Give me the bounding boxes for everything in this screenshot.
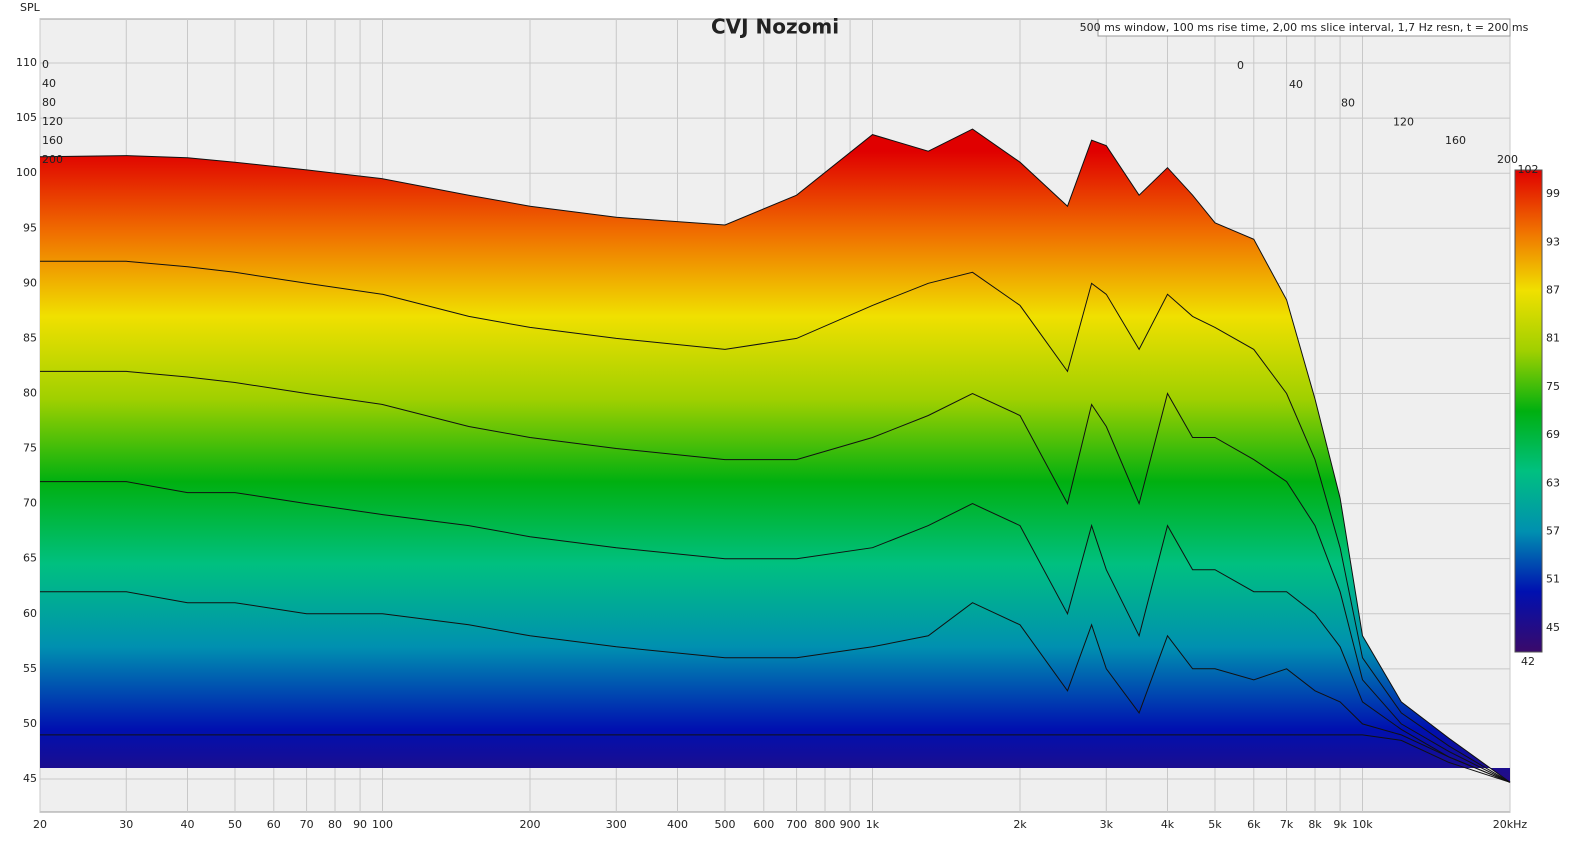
surface [39, 128, 1511, 783]
x-tick-label: 3k [1100, 818, 1114, 831]
x-tick-label: 200 [520, 818, 541, 831]
y-tick-label: 110 [16, 56, 37, 69]
t-tick-label: 160 [1445, 134, 1466, 147]
x-tick-label: 5k [1208, 818, 1222, 831]
colorbar-tick-label: 51 [1546, 573, 1560, 586]
y-tick-label: 75 [23, 442, 37, 455]
x-tick-label: 80 [328, 818, 342, 831]
y-tick-label: 95 [23, 221, 37, 234]
colorbar-tick-label: 81 [1546, 332, 1560, 345]
colorbar-tick-label: 93 [1546, 235, 1560, 248]
y-tick-label: 105 [16, 111, 37, 124]
x-tick-label: 4k [1161, 818, 1175, 831]
x-tick-label: 30 [119, 818, 133, 831]
x-tick-label: 800 [815, 818, 836, 831]
y-tick-label: 70 [23, 497, 37, 510]
slice-line [40, 370, 1511, 783]
slice-line [40, 260, 1511, 783]
t-tick-label: 40 [1289, 78, 1303, 91]
colorbar-tick-label: 57 [1546, 525, 1560, 538]
x-tick-label: 8k [1308, 818, 1322, 831]
t-tick-label: 200 [1497, 153, 1518, 166]
x-tick-label: 600 [753, 818, 774, 831]
x-tick-label: 20kHz [1493, 818, 1528, 831]
t-tick-label: 120 [42, 115, 63, 128]
colorbar-tick-label: 69 [1546, 428, 1560, 441]
colorbar-tick-label: 87 [1546, 284, 1560, 297]
t-tick-label: 160 [42, 134, 63, 147]
colorbar-tick-label: 42 [1521, 655, 1535, 668]
x-tick-label: 2k [1013, 818, 1027, 831]
x-tick-label: 20 [33, 818, 47, 831]
y-tick-label: 90 [23, 276, 37, 289]
x-tick-label: 70 [300, 818, 314, 831]
t-tick-label: 40 [42, 77, 56, 90]
annotation-box [1097, 18, 1511, 37]
y-tick-label: 65 [23, 552, 37, 565]
x-tick-label: 60 [267, 818, 281, 831]
annotation: 500 ms window, 100 ms rise time, 2,00 ms… [1080, 21, 1529, 34]
y-tick-label: 45 [23, 772, 37, 785]
y-tick-label: 50 [23, 717, 37, 730]
x-tick-label: 9k [1333, 818, 1347, 831]
t-tick-label: 200 [42, 153, 63, 166]
x-tick-label: 900 [840, 818, 861, 831]
colorbar-tick-label: 75 [1546, 380, 1560, 393]
y-tick-label: 100 [16, 166, 37, 179]
t-tick-label: 0 [42, 58, 49, 71]
chart-title: CVJ Nozomi [711, 15, 839, 39]
y-tick-label: 60 [23, 607, 37, 620]
colorbar-tick-label: 102 [1518, 163, 1539, 176]
y-label: SPL [20, 1, 41, 14]
slice-line [39, 128, 1511, 783]
t-tick-label: 0 [1237, 59, 1244, 72]
t-tick-label: 80 [1341, 97, 1355, 110]
y-tick-label: 80 [23, 386, 37, 399]
x-tick-label: 700 [786, 818, 807, 831]
t-tick-label: 120 [1393, 115, 1414, 128]
x-tick-label: 10k [1352, 818, 1373, 831]
y-tick-label: 85 [23, 331, 37, 344]
colorbar-tick-label: 63 [1546, 476, 1560, 489]
slice-line [40, 591, 1511, 783]
x-tick-label: 40 [181, 818, 195, 831]
slice-line [40, 734, 1511, 783]
x-tick-label: 7k [1280, 818, 1294, 831]
y-tick-label: 55 [23, 662, 37, 675]
colorbar [1514, 169, 1543, 653]
x-tick-label: 500 [714, 818, 735, 831]
x-tick-label: 90 [353, 818, 367, 831]
x-tick-label: 6k [1247, 818, 1261, 831]
colorbar-tick-label: 99 [1546, 187, 1560, 200]
x-tick-label: 400 [667, 818, 688, 831]
x-tick-label: 100 [372, 818, 393, 831]
slice-line [40, 481, 1511, 783]
x-tick-label: 300 [606, 818, 627, 831]
axes: 20 30 40 50 60 70 80 90 100 200 300 400 500 600 700 800… [16, 56, 1527, 831]
x-tick-label: 1k [866, 818, 880, 831]
x-tick-label: 50 [228, 818, 242, 831]
surface-fill [40, 129, 1510, 783]
colorbar-tick-label: 45 [1546, 621, 1560, 634]
t-tick-label: 80 [42, 96, 56, 109]
